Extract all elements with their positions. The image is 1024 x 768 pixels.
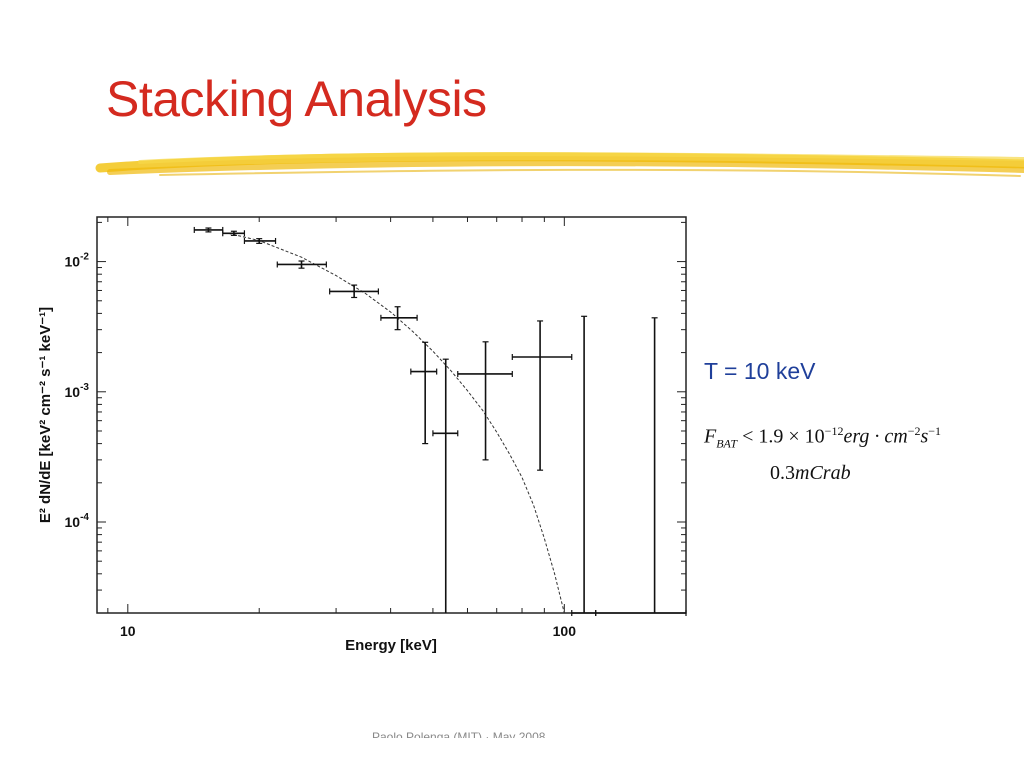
mcrab-unit: mCrab [795,462,851,484]
data-point [243,237,277,244]
flux-units-b: s [920,425,929,448]
data-points-layer [193,226,687,616]
data-point [276,260,327,269]
data-point [380,306,418,331]
slide-title: Stacking Analysis [106,71,487,127]
model-curve [228,232,565,614]
x-tick-label: 10 [120,623,136,639]
data-point [329,284,379,299]
data-point [222,230,246,237]
data-point [432,358,459,613]
y-tick-label: 10-3 [65,382,90,400]
plot-frame [96,216,687,614]
data-point [595,317,687,616]
y-axis-ticks: 10-2 10-3 10-4 [65,221,686,614]
data-point [410,341,438,445]
y-tick-label: 10-2 [65,252,90,270]
data-point [457,341,513,461]
x-axis-ticks: 10 100 [107,217,577,639]
x-tick-label: 100 [553,623,577,639]
data-point [571,315,597,616]
flux-units-b-exp: −1 [928,424,942,438]
highlighter-underline [95,152,1024,177]
x-axis-label: Energy [keV] [345,637,437,654]
data-point [511,320,573,471]
flux-subscript: BAT [716,436,738,451]
flux-units-a: erg · cm [843,425,908,448]
flux-exponent: −12 [824,424,844,438]
footer-text: Paolo Polenga (MIT) · May 2008 [372,730,546,738]
temperature-label: T = 10 keV [704,358,816,384]
y-axis-label: E² dN/dE [keV² cm⁻² s⁻¹ keV⁻¹] [37,307,54,523]
flux-formula: FBAT < 1.9 × 10−12erg · cm−2s−1 [704,424,941,452]
flux-units-a-exp: −2 [907,424,921,438]
mcrab-value: 0.3mCrab [770,462,851,485]
y-tick-label: 10-4 [65,512,90,530]
flux-relation: < 1.9 × 10 [737,425,825,448]
flux-symbol: F [704,425,717,448]
mcrab-number: 0.3 [770,462,795,484]
model-curve-layer [228,232,565,614]
data-point [193,226,224,233]
